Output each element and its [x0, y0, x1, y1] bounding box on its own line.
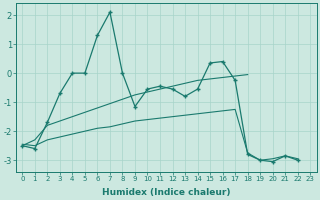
- X-axis label: Humidex (Indice chaleur): Humidex (Indice chaleur): [102, 188, 230, 197]
